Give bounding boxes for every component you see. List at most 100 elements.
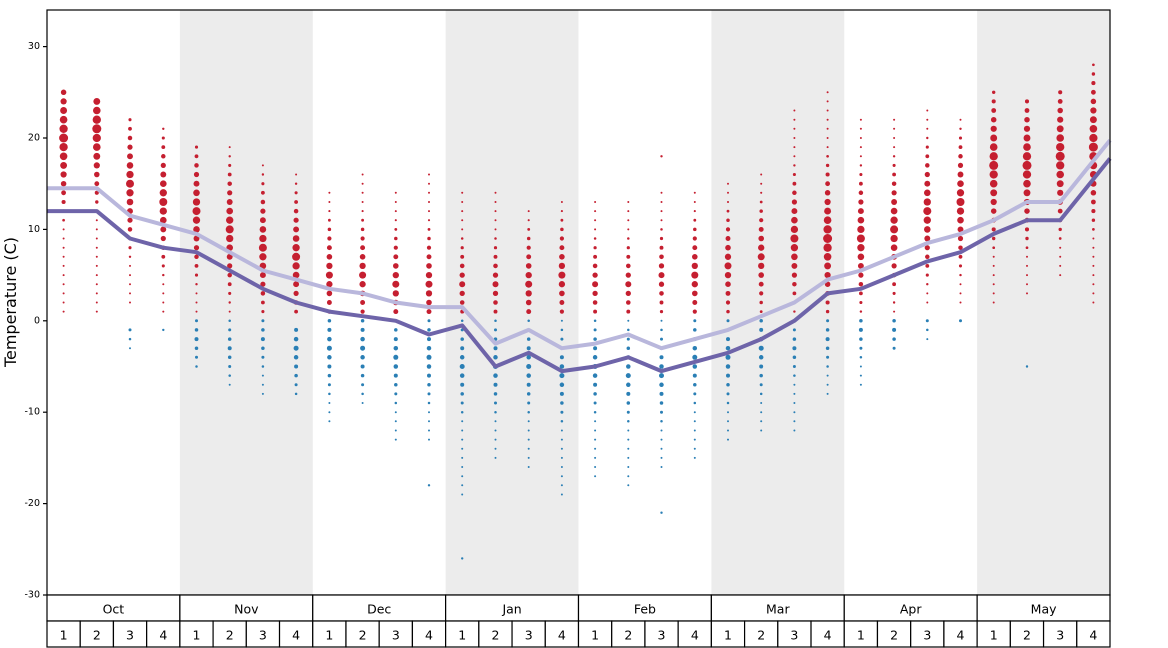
warm-temp-dot <box>425 271 433 279</box>
warm-temp-dot <box>758 244 765 251</box>
warm-temp-dot <box>160 216 167 224</box>
cold-temp-dot <box>394 328 398 332</box>
warm-temp-dot <box>560 227 564 232</box>
warm-temp-dot <box>990 125 997 132</box>
warm-temp-dot <box>758 281 764 287</box>
cold-temp-dot <box>461 557 464 560</box>
warm-temp-dot <box>992 264 995 267</box>
warm-temp-dot <box>891 263 897 269</box>
warm-temp-dot <box>660 219 663 222</box>
cold-temp-dot <box>692 364 698 369</box>
warm-temp-dot <box>1058 227 1062 232</box>
cold-temp-dot <box>692 373 697 378</box>
week-label: 2 <box>757 628 765 643</box>
warm-temp-dot <box>626 263 631 269</box>
warm-temp-dot <box>893 118 896 121</box>
warm-temp-dot <box>62 237 65 240</box>
warm-temp-dot <box>93 143 101 151</box>
week-label: 1 <box>857 628 865 643</box>
cold-temp-dot <box>859 356 863 359</box>
warm-temp-dot <box>428 173 430 176</box>
warm-temp-dot <box>62 264 65 267</box>
avg-min-line <box>47 157 1112 374</box>
week-label: 2 <box>890 628 898 643</box>
week-label: 1 <box>325 628 333 643</box>
cold-temp-dot <box>526 392 531 396</box>
cold-temp-dot <box>560 429 563 432</box>
cold-temp-dot <box>294 392 298 396</box>
cold-temp-dot <box>825 337 830 342</box>
warm-temp-dot <box>95 228 98 231</box>
month-label: Nov <box>234 602 259 617</box>
week-label: 3 <box>923 628 931 643</box>
warm-temp-dot <box>195 310 198 313</box>
warm-temp-dot <box>992 274 995 277</box>
warm-temp-dot <box>1055 151 1065 161</box>
week-label: 1 <box>458 628 466 643</box>
warm-temp-dot <box>959 118 962 121</box>
cold-temp-dot <box>394 438 397 441</box>
warm-temp-dot <box>992 246 996 250</box>
warm-temp-dot <box>1056 170 1064 179</box>
cold-temp-dot <box>461 475 464 478</box>
warm-temp-dot <box>195 301 198 304</box>
warm-temp-dot <box>1024 116 1030 123</box>
cold-temp-dot <box>494 328 497 332</box>
avg-max-line <box>47 139 1112 351</box>
cold-temp-dot <box>460 410 464 414</box>
warm-temp-dot <box>95 264 98 267</box>
warm-temp-dot <box>958 245 963 250</box>
week-cell <box>810 620 845 648</box>
cold-temp-dot <box>560 456 563 459</box>
cold-temp-dot <box>692 345 698 351</box>
warm-temp-dot <box>594 219 597 222</box>
cold-temp-dot <box>526 337 531 341</box>
warm-temp-dot <box>393 254 399 260</box>
warm-temp-dot <box>1090 107 1097 114</box>
warm-temp-dot <box>194 145 199 149</box>
warm-temp-dot <box>128 118 132 122</box>
cold-temp-dot <box>559 364 565 369</box>
warm-temp-dot <box>493 300 498 305</box>
warm-temp-dot <box>260 291 266 296</box>
warm-temp-dot <box>926 283 929 286</box>
warm-temp-dot <box>594 201 597 203</box>
warm-temp-dot <box>162 301 165 304</box>
warm-temp-dot <box>658 272 665 279</box>
warm-temp-dot <box>959 301 962 304</box>
warm-temp-dot <box>724 253 732 260</box>
warm-temp-dot <box>693 201 696 203</box>
cold-temp-dot <box>825 346 830 350</box>
cold-temp-dot <box>693 438 696 441</box>
warm-temp-dot <box>1092 237 1095 240</box>
cold-temp-dot <box>560 420 564 423</box>
warm-temp-dot <box>194 273 199 277</box>
cold-temp-dot <box>859 365 862 368</box>
cold-temp-dot <box>361 392 364 396</box>
warm-temp-dot <box>793 127 796 130</box>
cold-temp-dot <box>560 401 564 405</box>
warm-temp-dot <box>95 246 98 249</box>
cold-temp-dot <box>660 319 663 322</box>
warm-temp-dot <box>693 227 697 232</box>
warm-temp-dot <box>959 292 962 295</box>
warm-temp-dot <box>859 172 863 177</box>
cold-temp-dot <box>426 364 432 369</box>
cold-temp-dot <box>759 383 763 387</box>
warm-temp-dot <box>1022 152 1032 161</box>
cold-temp-dot <box>560 337 564 341</box>
warm-temp-dot <box>227 172 232 177</box>
cold-temp-dot <box>626 401 631 405</box>
warm-temp-dot <box>259 217 266 224</box>
month-cell <box>312 594 447 622</box>
warm-temp-dot <box>926 118 929 121</box>
cold-temp-dot <box>593 392 597 396</box>
warm-temp-dot <box>427 228 431 231</box>
warm-temp-dot <box>592 290 598 297</box>
cold-temp-dot <box>461 456 464 459</box>
cold-temp-dot <box>725 354 731 360</box>
cold-temp-dot <box>459 373 465 378</box>
cold-temp-dot <box>427 484 431 487</box>
month-label: Feb <box>634 602 656 617</box>
warm-temp-dot <box>926 109 929 112</box>
